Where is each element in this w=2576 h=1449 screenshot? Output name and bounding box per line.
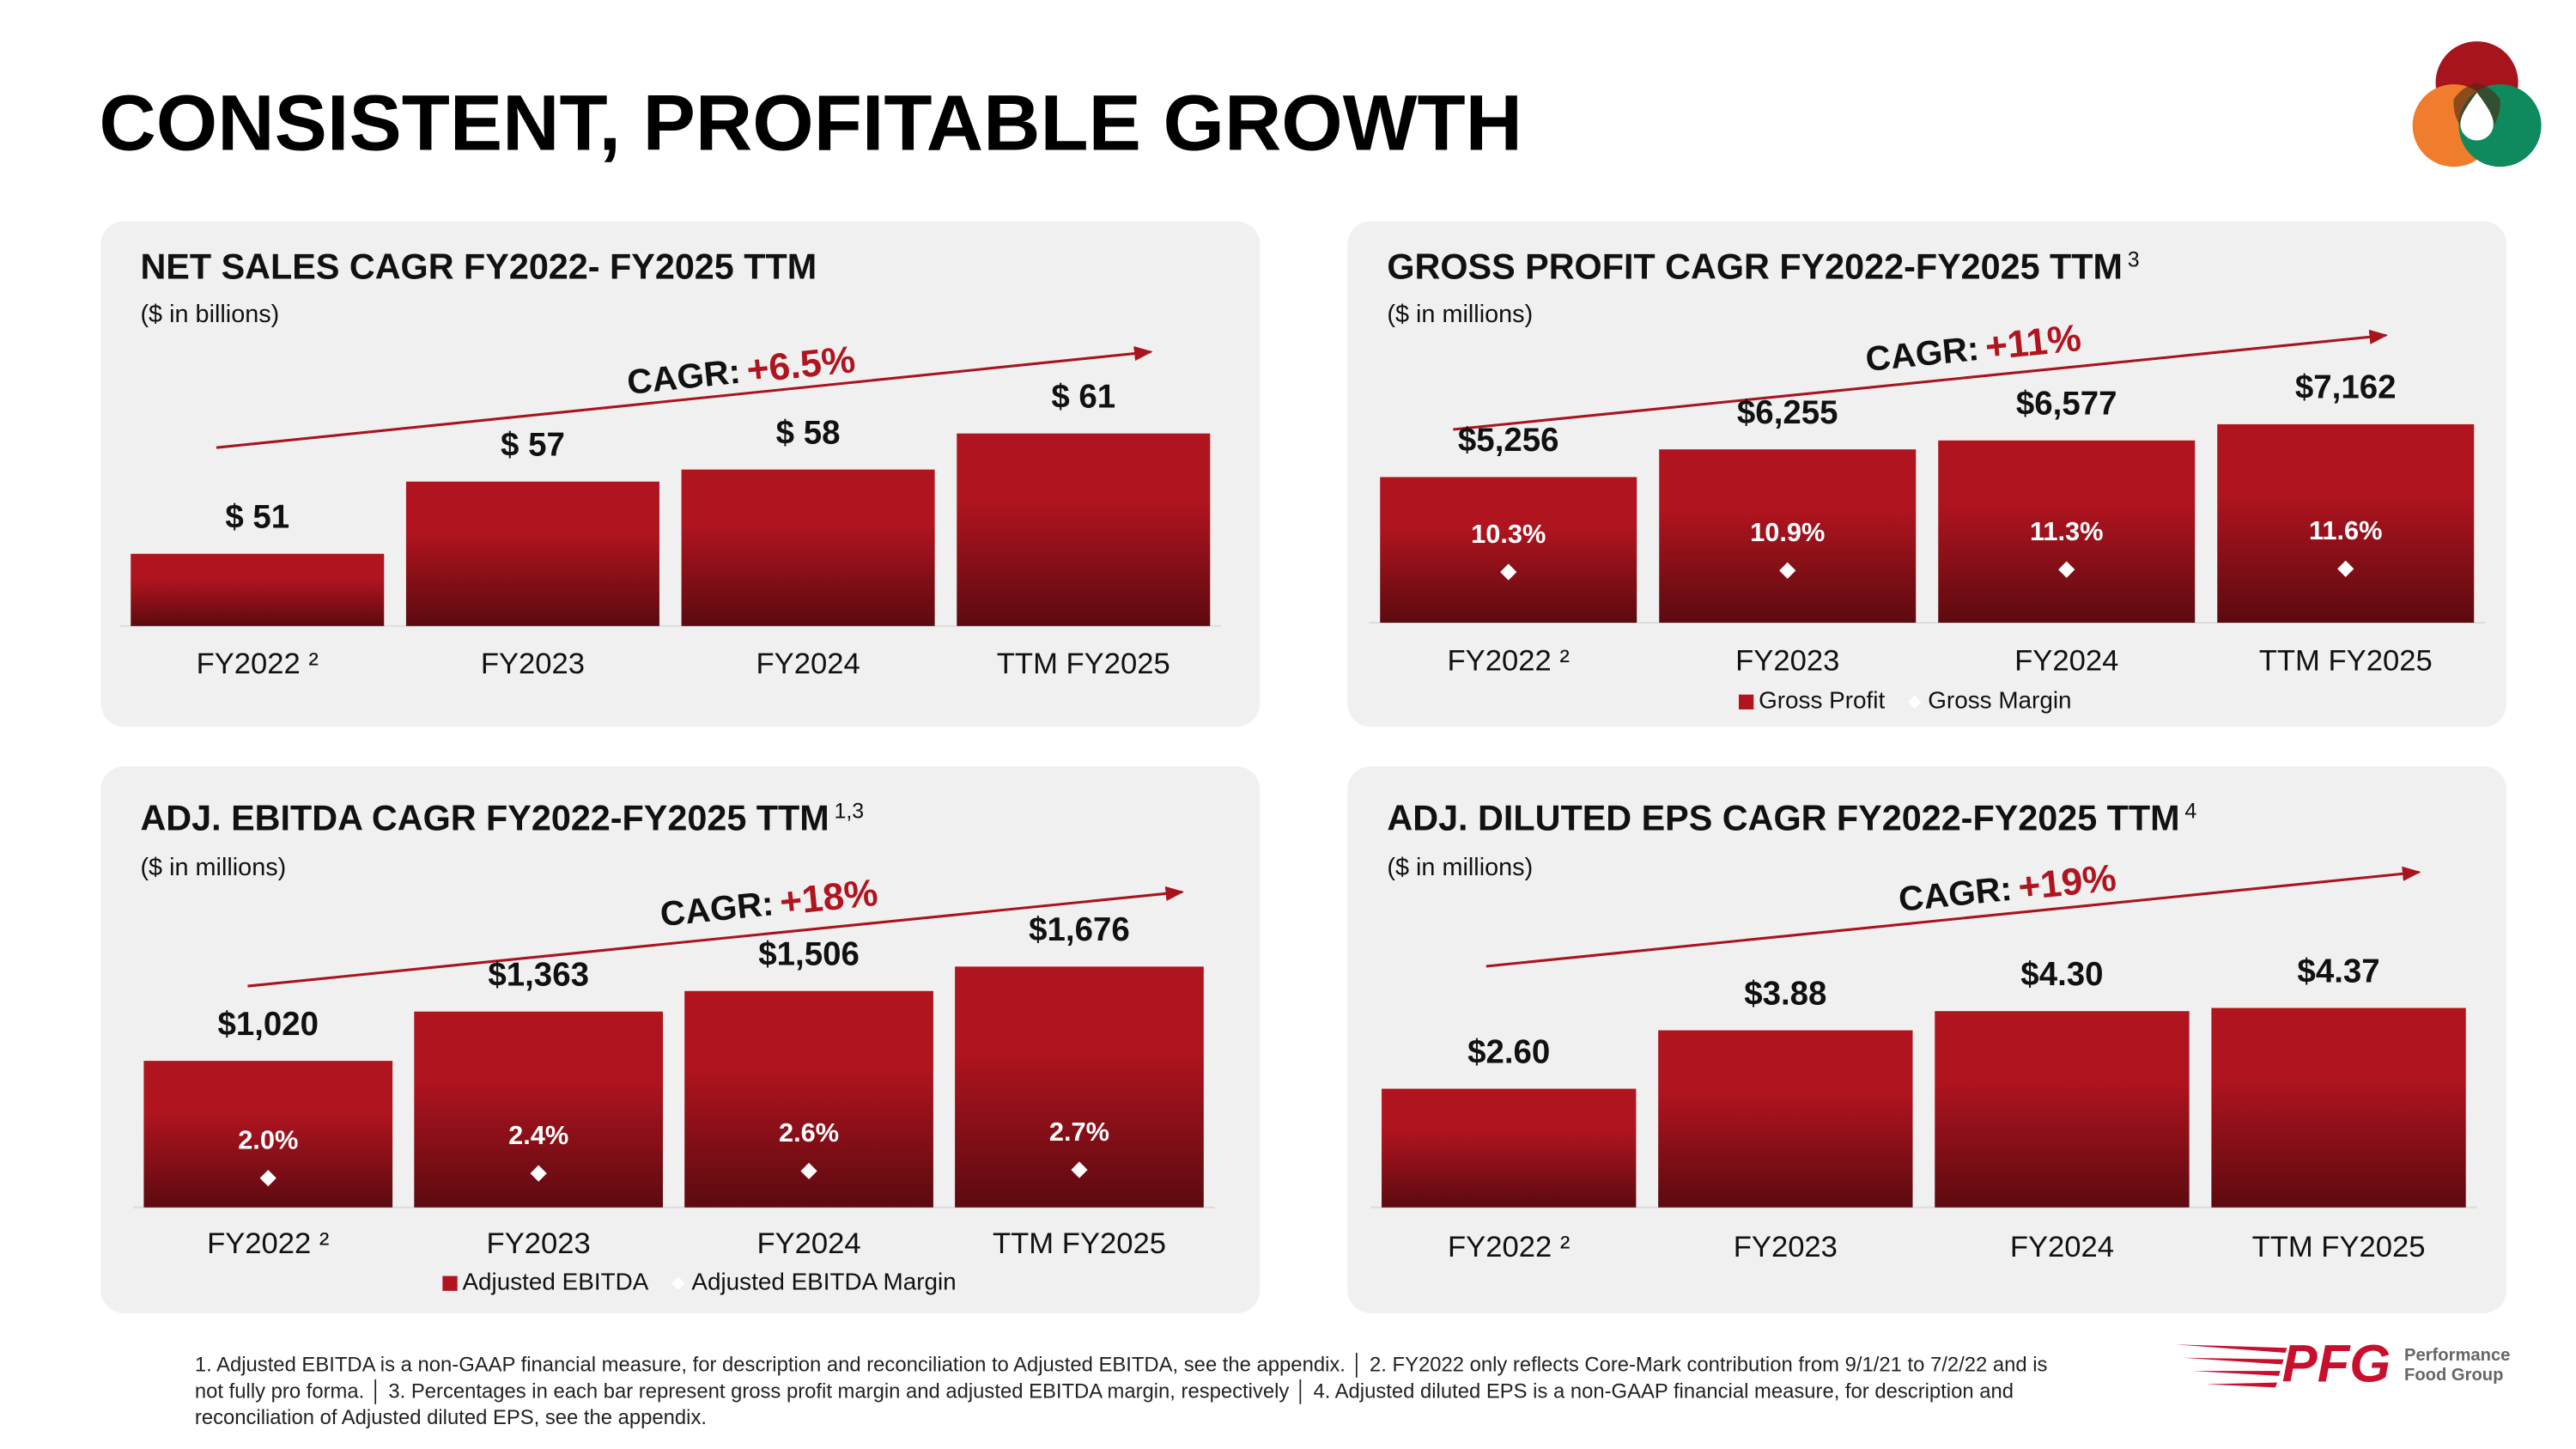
value-label: $4.37	[2297, 953, 2379, 989]
margin-label: 10.3%	[1471, 519, 1546, 549]
chart-subtitle: ($ in millions)	[1387, 854, 1533, 881]
bar	[681, 469, 935, 626]
bar	[405, 481, 659, 626]
x-tick-label: FY2024	[2010, 1231, 2114, 1263]
value-label: $6,255	[1737, 394, 1838, 431]
footnote: reconciliation of Adjusted diluted EPS, …	[195, 1406, 707, 1429]
chart-title: NET SALES CAGR FY2022- FY2025 TTM	[140, 247, 817, 286]
bar	[1658, 1030, 1913, 1208]
x-tick-label: FY2024	[756, 648, 860, 680]
margin-label: 2.7%	[1049, 1117, 1109, 1147]
margin-label: 10.9%	[1750, 517, 1825, 547]
value-label: $5,256	[1458, 422, 1559, 459]
legend-label: Gross Profit	[1759, 687, 1885, 714]
chart-subtitle: ($ in millions)	[1387, 301, 1533, 328]
bar	[1380, 477, 1637, 623]
panel	[1347, 221, 2507, 728]
margin-label: 2.0%	[238, 1124, 298, 1154]
value-label: $ 51	[225, 499, 289, 536]
cagr-value: +11%	[1984, 317, 2083, 368]
cagr-label: CAGR: +11%	[1863, 317, 2083, 381]
x-tick-label: FY2024	[2014, 644, 2118, 677]
value-label: $1,676	[1029, 911, 1130, 948]
bar	[1382, 1088, 1637, 1208]
logo-name: Performance	[2404, 1346, 2510, 1365]
bar	[2217, 423, 2475, 623]
x-tick-label: TTM FY2025	[2259, 644, 2433, 677]
x-tick-label: FY2023	[487, 1227, 591, 1260]
bar	[1659, 449, 1917, 623]
chart-title: ADJ. EBITDA CAGR FY2022-FY2025 TTM	[140, 799, 829, 838]
value-label: $6,577	[2016, 386, 2117, 423]
slide-title: CONSISTENT, PROFITABLE GROWTH	[99, 77, 1522, 167]
chart-title: ADJ. DILUTED EPS CAGR FY2022-FY2025 TTM	[1387, 799, 2179, 838]
x-tick-label: FY2023	[1735, 644, 1839, 677]
legend-label: Adjusted EBITDA Margin	[691, 1269, 956, 1295]
value-label: $1,363	[488, 956, 589, 993]
title-note: 1,3	[834, 800, 864, 824]
x-tick-label: TTM FY2025	[2252, 1231, 2426, 1263]
x-tick-label: TTM FY2025	[993, 1227, 1166, 1260]
cagr-arrow	[1485, 866, 2421, 968]
value-label: $3.88	[1744, 975, 1826, 1012]
chart-subtitle: ($ in billions)	[140, 301, 279, 328]
margin-marker	[2058, 561, 2075, 578]
legend-label: Adjusted EBITDA	[462, 1269, 648, 1295]
value-label: $1,506	[758, 936, 860, 973]
legend-swatch	[671, 1276, 685, 1290]
margin-marker	[2337, 560, 2354, 577]
footnote: not fully pro forma. │ 3. Percentages in…	[195, 1379, 2014, 1404]
x-tick-label: FY2022 ²	[197, 648, 319, 680]
margin-label: 11.3%	[2030, 516, 2104, 546]
footnote: 1. Adjusted EBITDA is a non-GAAP financi…	[195, 1353, 2048, 1379]
cagr-label: CAGR: +18%	[658, 872, 879, 935]
legend-swatch	[1739, 694, 1754, 709]
bar	[2211, 1008, 2466, 1208]
margin-label: 2.6%	[779, 1117, 839, 1148]
value-label: $4.30	[2020, 956, 2103, 993]
x-tick-label: FY2024	[756, 1227, 860, 1260]
logo-mark: PFG	[2282, 1335, 2391, 1394]
value-label: $ 57	[501, 426, 565, 463]
legend-swatch	[1908, 695, 1922, 709]
cagr-arrow	[247, 886, 1185, 988]
pfg-logo: PFG Performance Food Group	[2176, 1335, 2510, 1394]
margin-marker	[1500, 563, 1517, 581]
chart-title: GROSS PROFIT CAGR FY2022-FY2025 TTM	[1387, 247, 2123, 286]
value-label: $7,162	[2295, 369, 2397, 406]
chart-subtitle: ($ in millions)	[140, 854, 286, 881]
bar	[1935, 1011, 2190, 1208]
x-tick-label: FY2022 ²	[1448, 644, 1570, 677]
title-note: 4	[2184, 800, 2196, 824]
margin-label: 2.4%	[508, 1120, 568, 1150]
x-tick-label: TTM FY2025	[997, 648, 1170, 680]
legend-swatch	[442, 1275, 458, 1291]
cagr-value: +18%	[778, 872, 880, 923]
cagr-arrow	[1453, 329, 2388, 431]
value-label: $ 61	[1051, 378, 1115, 415]
cagr-value: +19%	[2016, 856, 2118, 908]
margin-marker	[1071, 1161, 1088, 1178]
x-tick-label: FY2022 ²	[207, 1227, 329, 1260]
brand-mark	[2412, 41, 2542, 167]
bar	[1938, 440, 2196, 623]
margin-label: 11.6%	[2309, 515, 2383, 545]
value-label: $1,020	[217, 1006, 319, 1043]
cagr-arrow	[216, 346, 1153, 449]
logo-name: Food Group	[2404, 1366, 2504, 1385]
title-note: 3	[2128, 247, 2140, 271]
x-tick-label: FY2023	[1734, 1231, 1838, 1263]
x-tick-label: FY2023	[481, 648, 585, 680]
bar	[957, 433, 1211, 626]
value-label: $2.60	[1467, 1033, 1550, 1070]
legend-label: Gross Margin	[1928, 687, 2071, 714]
value-label: $ 58	[776, 414, 841, 451]
x-tick-label: FY2022 ²	[1448, 1231, 1570, 1263]
bar	[131, 553, 385, 626]
